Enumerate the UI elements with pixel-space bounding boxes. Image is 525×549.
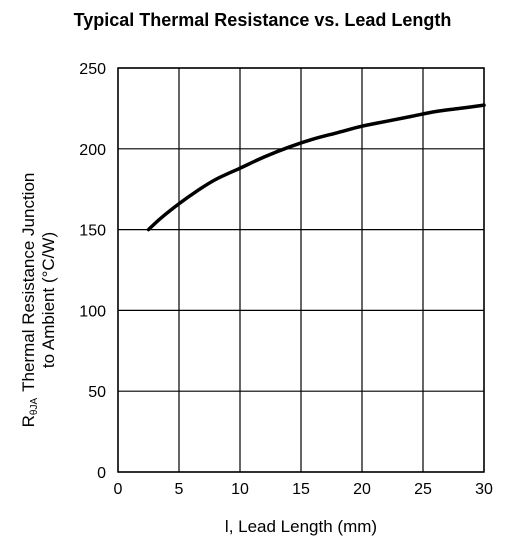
x-tick-label: 25 xyxy=(414,481,432,498)
grid-lines xyxy=(117,67,485,473)
y-tick-label: 100 xyxy=(79,303,106,320)
x-tick-label: 15 xyxy=(292,481,310,498)
x-tick-label: 10 xyxy=(231,481,249,498)
y-tick-label: 200 xyxy=(79,142,106,159)
x-tick-labels: 0 5 10 15 20 25 30 xyxy=(114,481,493,498)
series-line xyxy=(146,103,486,232)
y-axis-label-line2: to Ambient (°C/W) xyxy=(39,232,58,368)
x-tick-label: 0 xyxy=(114,481,123,498)
y-tick-label: 50 xyxy=(88,384,106,401)
y-axis-label-line1: RθJA Thermal Resistance Junction xyxy=(19,173,40,428)
y-axis-label-rest: Thermal Resistance Junction xyxy=(19,173,38,392)
y-tick-label: 250 xyxy=(79,61,106,78)
x-tick-label: 5 xyxy=(175,481,184,498)
plot-frame xyxy=(117,67,485,473)
x-axis-label: l, Lead Length (mm) xyxy=(225,517,377,536)
y-axis-symbol: R xyxy=(19,415,38,427)
chart-title: Typical Thermal Resistance vs. Lead Leng… xyxy=(73,10,452,30)
y-tick-label: 0 xyxy=(97,465,106,482)
y-axis-subscript: θJA xyxy=(29,398,40,416)
x-tick-label: 30 xyxy=(475,481,493,498)
y-tick-labels: 0 50 100 150 200 250 xyxy=(79,61,106,482)
x-tick-label: 20 xyxy=(353,481,371,498)
y-tick-label: 150 xyxy=(79,223,106,240)
